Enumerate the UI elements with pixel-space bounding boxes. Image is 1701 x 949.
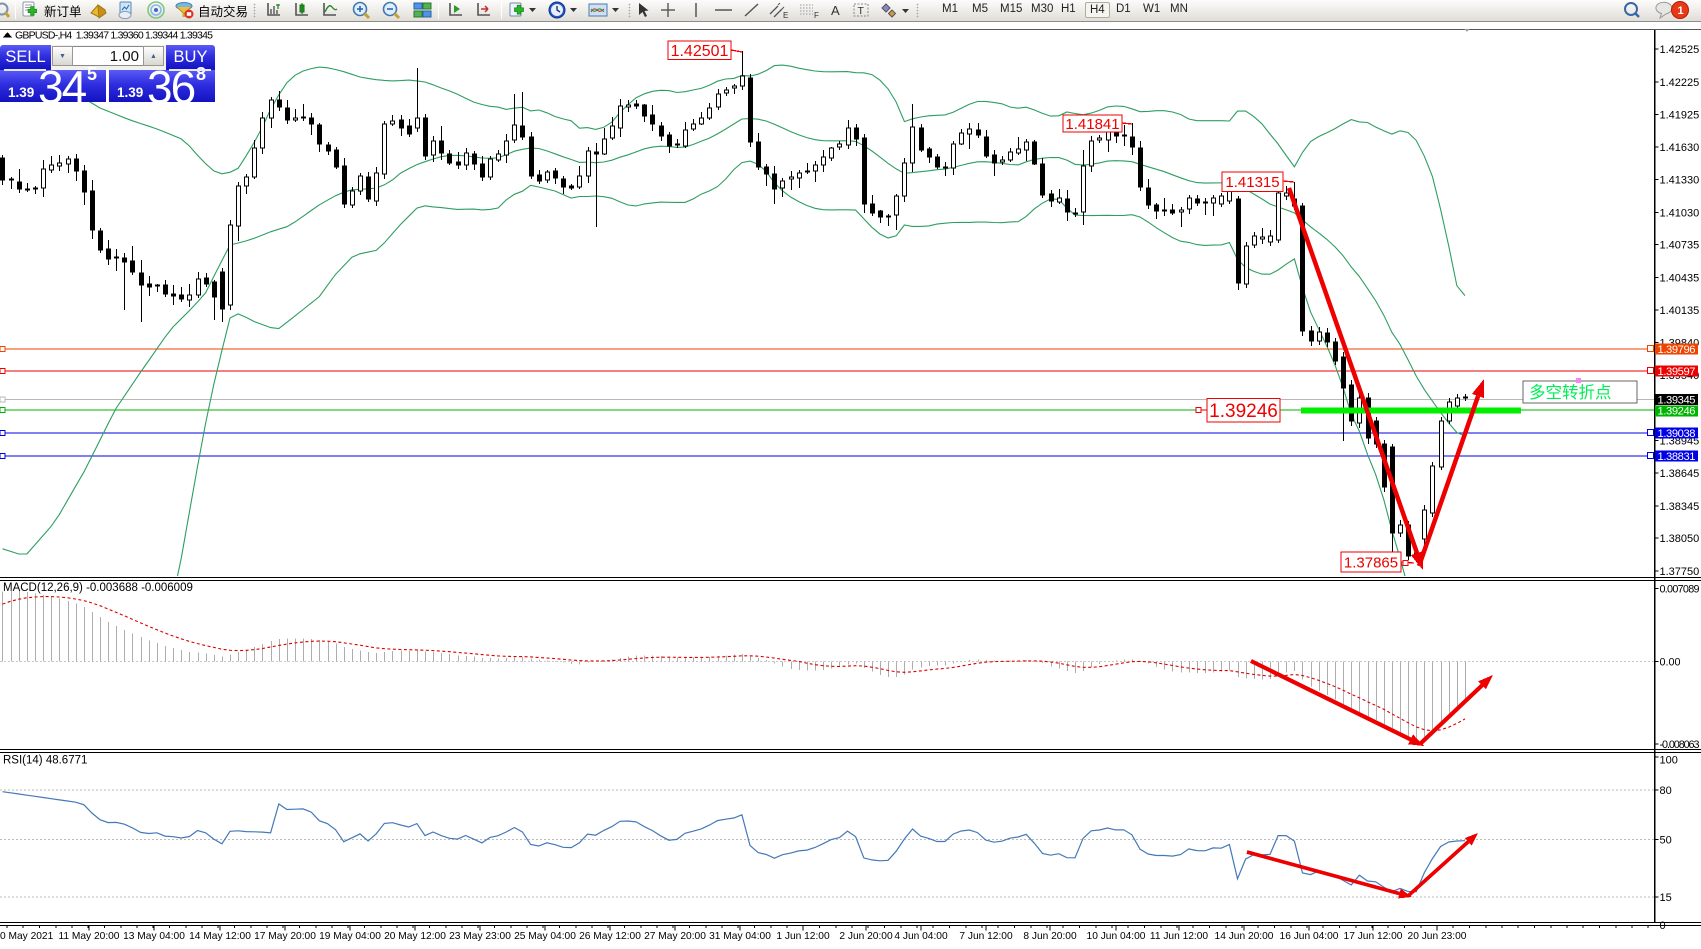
svg-text:RSI(14) 48.6771: RSI(14) 48.6771 bbox=[3, 755, 87, 767]
svg-text:1.37865: 1.37865 bbox=[1344, 554, 1398, 571]
svg-text:2 Jun 20:00: 2 Jun 20:00 bbox=[839, 931, 893, 942]
svg-text:1.38645: 1.38645 bbox=[1660, 468, 1700, 480]
svg-text:50: 50 bbox=[1660, 834, 1672, 846]
svg-text:13 May 04:00: 13 May 04:00 bbox=[123, 931, 185, 942]
svg-text:1.41030: 1.41030 bbox=[1660, 207, 1700, 219]
svg-text:1.39345: 1.39345 bbox=[1658, 394, 1696, 406]
svg-text:15: 15 bbox=[1660, 892, 1672, 904]
svg-text:1.40435: 1.40435 bbox=[1660, 272, 1700, 284]
svg-text:1.38831: 1.38831 bbox=[1658, 451, 1696, 463]
svg-text:1.39796: 1.39796 bbox=[1658, 344, 1696, 356]
svg-text:-0.008063: -0.008063 bbox=[1660, 739, 1700, 751]
svg-text:10 Jun 04:00: 10 Jun 04:00 bbox=[1087, 931, 1146, 942]
svg-text:20 Jun 23:00: 20 Jun 23:00 bbox=[1408, 931, 1467, 942]
svg-text:1.41630: 1.41630 bbox=[1660, 142, 1700, 154]
svg-text:26 May 12:00: 26 May 12:00 bbox=[579, 931, 641, 942]
svg-text:17 May 20:00: 17 May 20:00 bbox=[254, 931, 316, 942]
svg-text:1 Jun 12:00: 1 Jun 12:00 bbox=[776, 931, 830, 942]
svg-text:1.40135: 1.40135 bbox=[1660, 305, 1700, 317]
svg-text:1.42525: 1.42525 bbox=[1660, 44, 1700, 56]
svg-text:25 May 04:00: 25 May 04:00 bbox=[514, 931, 576, 942]
svg-text:GBPUSD-,H4 1.39347 1.39360 1.: GBPUSD-,H4 1.39347 1.39360 1.39344 1.393… bbox=[15, 30, 213, 42]
svg-text:0.00: 0.00 bbox=[1660, 657, 1681, 669]
svg-text:4 Jun 04:00: 4 Jun 04:00 bbox=[894, 931, 948, 942]
svg-text:E: E bbox=[783, 11, 788, 20]
svg-text:1.38345: 1.38345 bbox=[1660, 501, 1700, 513]
svg-text:19 May 04:00: 19 May 04:00 bbox=[319, 931, 381, 942]
svg-text:17 Jun 12:00: 17 Jun 12:00 bbox=[1344, 931, 1403, 942]
svg-text:1.41925: 1.41925 bbox=[1660, 110, 1700, 122]
svg-text:1.41330: 1.41330 bbox=[1660, 175, 1700, 187]
svg-text:16 Jun 04:00: 16 Jun 04:00 bbox=[1280, 931, 1339, 942]
svg-text:1: 1 bbox=[1678, 5, 1684, 17]
svg-text:20 May 12:00: 20 May 12:00 bbox=[384, 931, 446, 942]
svg-text:1.39246: 1.39246 bbox=[1658, 406, 1696, 418]
svg-text:11 Jun 12:00: 11 Jun 12:00 bbox=[1150, 931, 1208, 942]
svg-text:1.39038: 1.39038 bbox=[1658, 428, 1696, 440]
svg-text:80: 80 bbox=[1660, 785, 1672, 797]
svg-text:0 May 2021: 0 May 2021 bbox=[0, 931, 54, 942]
svg-text:1.37750: 1.37750 bbox=[1660, 566, 1700, 578]
svg-text:1.40735: 1.40735 bbox=[1660, 240, 1700, 252]
svg-text:8 Jun 20:00: 8 Jun 20:00 bbox=[1023, 931, 1077, 942]
svg-text:7 Jun 12:00: 7 Jun 12:00 bbox=[959, 931, 1013, 942]
svg-text:A: A bbox=[831, 3, 840, 18]
svg-text:1.41841: 1.41841 bbox=[1065, 116, 1119, 133]
svg-text:14 Jun 20:00: 14 Jun 20:00 bbox=[1215, 931, 1274, 942]
svg-text:31 May 04:00: 31 May 04:00 bbox=[709, 931, 771, 942]
svg-text:1.42225: 1.42225 bbox=[1660, 77, 1700, 89]
svg-text:1.38050: 1.38050 bbox=[1660, 533, 1700, 545]
svg-text:MACD(12,26,9) -0.003688 -0.006: MACD(12,26,9) -0.003688 -0.006009 bbox=[3, 582, 193, 594]
svg-text:14 May 12:00: 14 May 12:00 bbox=[189, 931, 251, 942]
svg-text:1.42501: 1.42501 bbox=[671, 43, 729, 60]
svg-text:多空转折点: 多空转折点 bbox=[1529, 383, 1612, 402]
svg-text:0: 0 bbox=[1660, 920, 1666, 932]
svg-text:T: T bbox=[858, 5, 865, 17]
svg-text:1.41315: 1.41315 bbox=[1225, 174, 1279, 191]
svg-text:1.39597: 1.39597 bbox=[1658, 366, 1696, 378]
svg-text:23 May 23:00: 23 May 23:00 bbox=[449, 931, 511, 942]
svg-text:100: 100 bbox=[1660, 755, 1678, 767]
svg-text:0.007089: 0.007089 bbox=[1660, 584, 1700, 596]
svg-text:11 May 20:00: 11 May 20:00 bbox=[59, 931, 120, 942]
svg-text:27 May 20:00: 27 May 20:00 bbox=[644, 931, 706, 942]
svg-text:1.39246: 1.39246 bbox=[1209, 401, 1278, 422]
svg-text:F: F bbox=[814, 11, 819, 20]
